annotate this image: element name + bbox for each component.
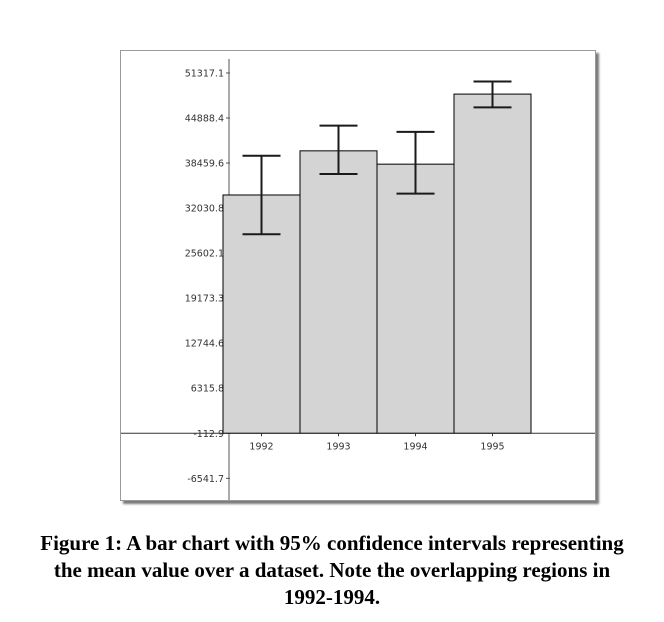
y-tick-label: 32030.8 [185, 204, 224, 215]
error-bars [242, 80, 512, 236]
x-tick-label: 1995 [480, 441, 504, 452]
chart-frame: 51317.1 44888.4 38459.6 32030.8 25602.1 19173… [120, 50, 596, 501]
y-tick-label: -112.9 [193, 429, 224, 440]
bar-1994 [376, 163, 455, 434]
error-bar-1992 [242, 154, 281, 236]
y-tick-label: -6541.7 [187, 474, 224, 485]
figure-caption: Figure 1: A bar chart with 95% confidenc… [40, 531, 624, 609]
error-bar-1994 [396, 130, 435, 195]
x-tick-label: 1993 [326, 441, 350, 452]
bar-chart: 51317.1 44888.4 38459.6 32030.8 25602.1 19173… [121, 59, 595, 500]
x-axis: 1992 1993 1994 1995 [121, 432, 595, 452]
x-tick-label: 1994 [403, 441, 427, 452]
y-tick-label: 25602.1 [185, 249, 224, 260]
y-tick-label: 12744.6 [185, 339, 224, 350]
y-tick-label: 38459.6 [185, 159, 224, 170]
x-tick-label: 1992 [249, 441, 273, 452]
y-tick-label: 44888.4 [185, 113, 224, 124]
bars [222, 93, 532, 434]
y-tick-label: 51317.1 [185, 68, 224, 79]
y-tick-label: 6315.8 [191, 384, 224, 395]
error-bar-1993 [319, 124, 358, 175]
bar-1995 [453, 93, 532, 434]
bar-1993 [299, 150, 378, 434]
error-bar-1995 [473, 80, 512, 109]
y-tick-label: 19173.3 [185, 294, 224, 305]
